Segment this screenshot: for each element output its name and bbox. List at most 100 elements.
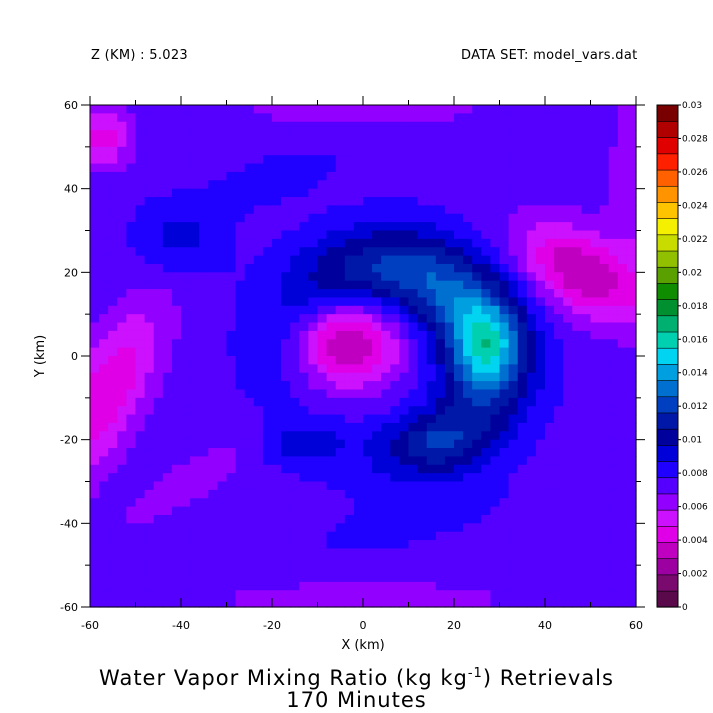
contour-cell	[181, 548, 191, 558]
contour-cell	[617, 581, 628, 591]
contour-cell	[517, 297, 528, 307]
contour-cell	[399, 330, 410, 340]
contour-cell	[526, 473, 537, 483]
contour-cell	[426, 414, 437, 424]
contour-cell	[317, 556, 328, 566]
contour-cell	[472, 590, 482, 600]
contour-cell	[490, 565, 501, 575]
contour-cell	[526, 356, 537, 365]
contour-cell	[372, 514, 382, 524]
contour-cell	[208, 205, 218, 215]
contour-cell	[153, 171, 164, 181]
contour-cell	[535, 138, 546, 148]
contour-cell	[408, 531, 419, 541]
contour-cell	[181, 406, 191, 416]
contour-cell	[444, 590, 455, 600]
contour-cell	[272, 180, 282, 190]
contour-cell	[117, 180, 127, 190]
contour-cell	[235, 222, 246, 232]
contour-cell	[590, 489, 601, 499]
contour-cell	[190, 422, 200, 432]
contour-cell	[363, 356, 373, 365]
contour-cell	[153, 272, 164, 282]
chart-title-text: Water Vapor Mixing Ratio (kg kg	[99, 666, 468, 690]
contour-cell	[162, 297, 173, 307]
contour-cell	[481, 155, 491, 165]
contour-cell	[171, 105, 182, 114]
contour-cell	[417, 481, 428, 491]
contour-cell	[626, 188, 637, 198]
contour-cell	[217, 146, 228, 156]
contour-cell	[408, 339, 419, 349]
contour-cell	[90, 565, 100, 575]
contour-cell	[317, 347, 328, 357]
contour-cell	[381, 222, 391, 232]
contour-cell	[472, 155, 482, 165]
contour-cell	[426, 297, 437, 307]
contour-cell	[344, 598, 355, 608]
contour-cell	[290, 389, 300, 399]
contour-cell	[399, 381, 410, 391]
contour-cell	[426, 347, 437, 357]
contour-cell	[90, 280, 100, 290]
contour-cell	[535, 305, 546, 315]
contour-cell	[363, 263, 373, 273]
contour-cell	[308, 247, 319, 257]
contour-cell	[253, 297, 264, 307]
contour-cell	[417, 339, 428, 349]
contour-cell	[472, 531, 482, 541]
contour-cell	[217, 556, 228, 566]
contour-cell	[281, 422, 291, 432]
contour-cell	[499, 322, 510, 332]
contour-cell	[171, 464, 182, 474]
contour-cell	[517, 523, 528, 533]
contour-cell	[554, 356, 564, 365]
contour-cell	[463, 289, 473, 299]
contour-cell	[608, 364, 619, 374]
contour-cell	[444, 581, 455, 591]
contour-cell	[381, 598, 391, 608]
contour-cell	[417, 489, 428, 499]
contour-cell	[617, 105, 628, 114]
contour-cell	[162, 339, 173, 349]
contour-cell	[144, 138, 155, 148]
contour-cell	[171, 347, 182, 357]
contour-cell	[572, 280, 582, 290]
contour-cell	[126, 130, 137, 140]
contour-cell	[326, 406, 337, 416]
contour-cell	[281, 397, 291, 407]
contour-cell	[290, 138, 300, 148]
contour-cell	[572, 213, 582, 223]
contour-cell	[162, 255, 173, 265]
contour-cell	[399, 514, 410, 524]
contour-cell	[190, 598, 200, 608]
dataset-label: DATA SET: model_vars.dat	[461, 48, 638, 63]
contour-cell	[372, 314, 382, 324]
contour-cell	[235, 506, 246, 516]
contour-cell	[563, 531, 573, 541]
contour-cell	[508, 506, 519, 516]
contour-cell	[399, 130, 410, 140]
contour-cell	[299, 238, 309, 248]
contour-cell	[326, 548, 337, 558]
contour-cell	[454, 372, 464, 382]
contour-cell	[262, 548, 273, 558]
contour-cell	[381, 464, 391, 474]
contour-cell	[126, 498, 137, 508]
contour-cell	[126, 222, 137, 232]
contour-cell	[171, 197, 182, 206]
contour-cell	[363, 155, 373, 165]
contour-cell	[545, 113, 555, 123]
contour-cell	[444, 121, 455, 131]
contour-cell	[472, 422, 482, 432]
contour-cell	[117, 531, 127, 541]
contour-cell	[499, 155, 510, 165]
contour-cell	[117, 121, 127, 131]
contour-cell	[408, 255, 419, 265]
contour-cell	[417, 222, 428, 232]
contour-cell	[235, 280, 246, 290]
contour-cell	[572, 105, 582, 114]
contour-cell	[335, 456, 346, 466]
contour-cell	[417, 531, 428, 541]
contour-cell	[417, 573, 428, 583]
